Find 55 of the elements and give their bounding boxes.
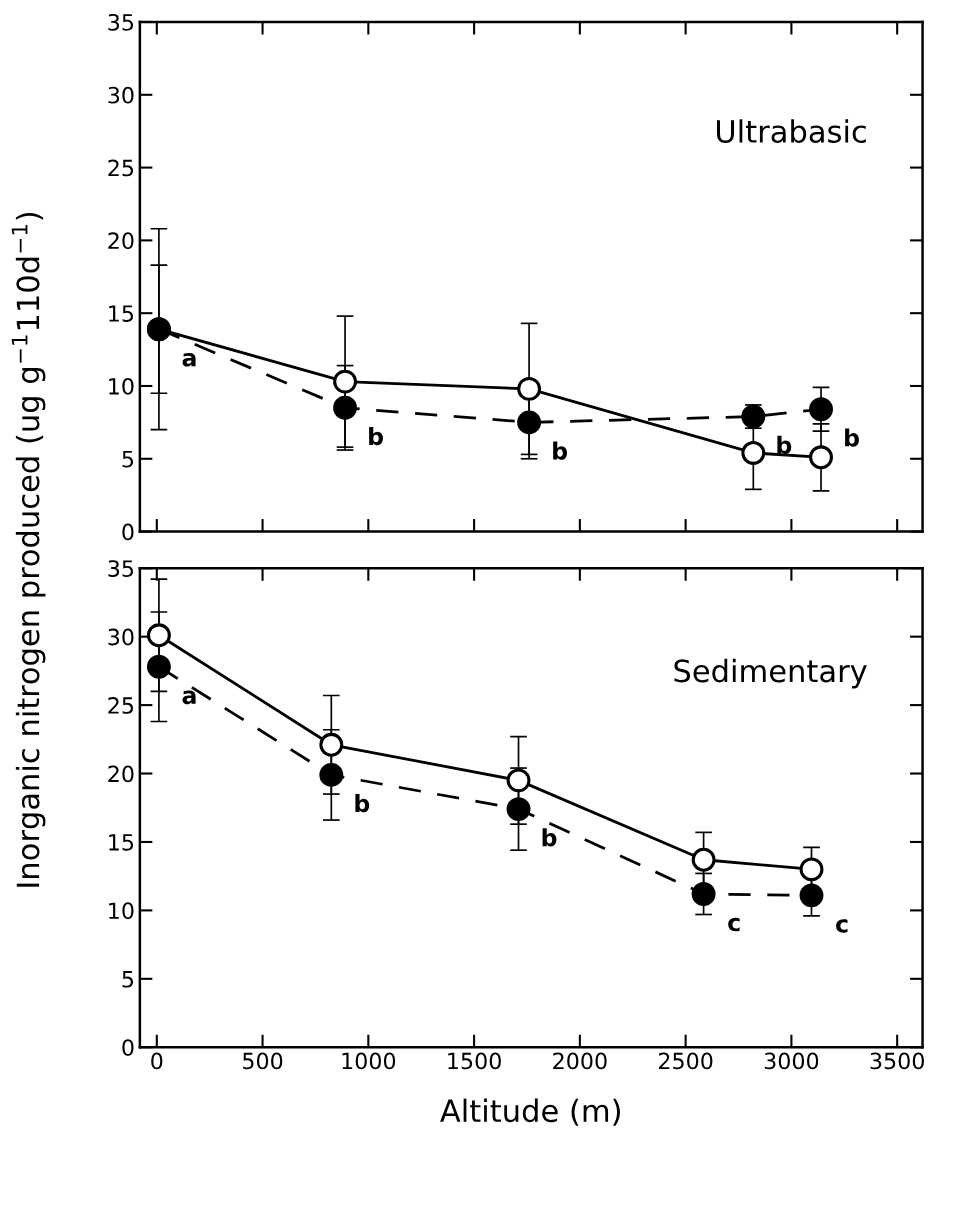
y-tick-label: 15 <box>109 834 134 851</box>
point <box>319 732 344 757</box>
y-tick-label: 35 <box>108 13 134 31</box>
x-tick-label: 3000 <box>764 1052 819 1070</box>
x-tick-label: 1500 <box>448 1052 501 1070</box>
point <box>809 445 833 470</box>
x-tick-label: 2000 <box>553 1052 607 1070</box>
annotation: a <box>182 690 196 705</box>
annotation: b <box>777 435 792 454</box>
annotation: a <box>182 353 196 367</box>
point <box>691 882 716 906</box>
text: Ultrabasic <box>716 119 866 143</box>
point <box>319 762 344 787</box>
annotation: c <box>836 919 848 933</box>
x-tick-label: 1000 <box>342 1052 396 1070</box>
y-tick-label: 20 <box>108 765 134 783</box>
annotation: b <box>355 794 370 813</box>
y-tick-label: 25 <box>108 159 134 177</box>
point <box>146 654 171 679</box>
y-tick-label: 0 <box>122 1039 134 1057</box>
x-tick-label: 2500 <box>658 1052 713 1070</box>
point <box>517 376 542 401</box>
x-axis-title: Altitude (m) <box>440 1098 620 1126</box>
text: Sedimentary <box>674 658 867 689</box>
point <box>517 410 542 435</box>
point <box>506 797 531 822</box>
annotation: b <box>542 828 557 847</box>
y-tick-label: 30 <box>108 628 134 646</box>
annotation: b <box>369 426 384 446</box>
y-tick-label: 5 <box>122 971 134 988</box>
annotation: b <box>553 441 568 460</box>
y-tick-label: 0 <box>122 523 134 541</box>
annotation: c <box>728 917 740 932</box>
point <box>741 441 766 465</box>
y-tick-label: 25 <box>108 697 134 714</box>
y-tick-label: 10 <box>109 902 134 920</box>
x-tick-label: 500 <box>243 1052 283 1070</box>
point <box>146 623 171 648</box>
point <box>799 883 824 908</box>
annotation: b <box>845 428 859 447</box>
point <box>799 857 824 882</box>
x-tick-label: 0 <box>151 1052 163 1070</box>
point <box>691 847 716 872</box>
y-tick-label: 20 <box>108 232 134 250</box>
point <box>809 397 833 422</box>
y-tick-label: 15 <box>109 305 134 322</box>
y-tick-label: 5 <box>122 451 134 468</box>
x-tick-label: 3500 <box>870 1052 924 1070</box>
y-tick-label: 30 <box>108 86 134 104</box>
point <box>333 395 357 420</box>
point <box>506 768 531 793</box>
point <box>333 369 357 394</box>
y-tick-label: 10 <box>109 377 134 395</box>
y-axis-title: Inorganic nitrogen produced (ug g$^{−1}$110d$^{−1}$) <box>11 212 46 887</box>
y-tick-label: 35 <box>108 560 134 577</box>
